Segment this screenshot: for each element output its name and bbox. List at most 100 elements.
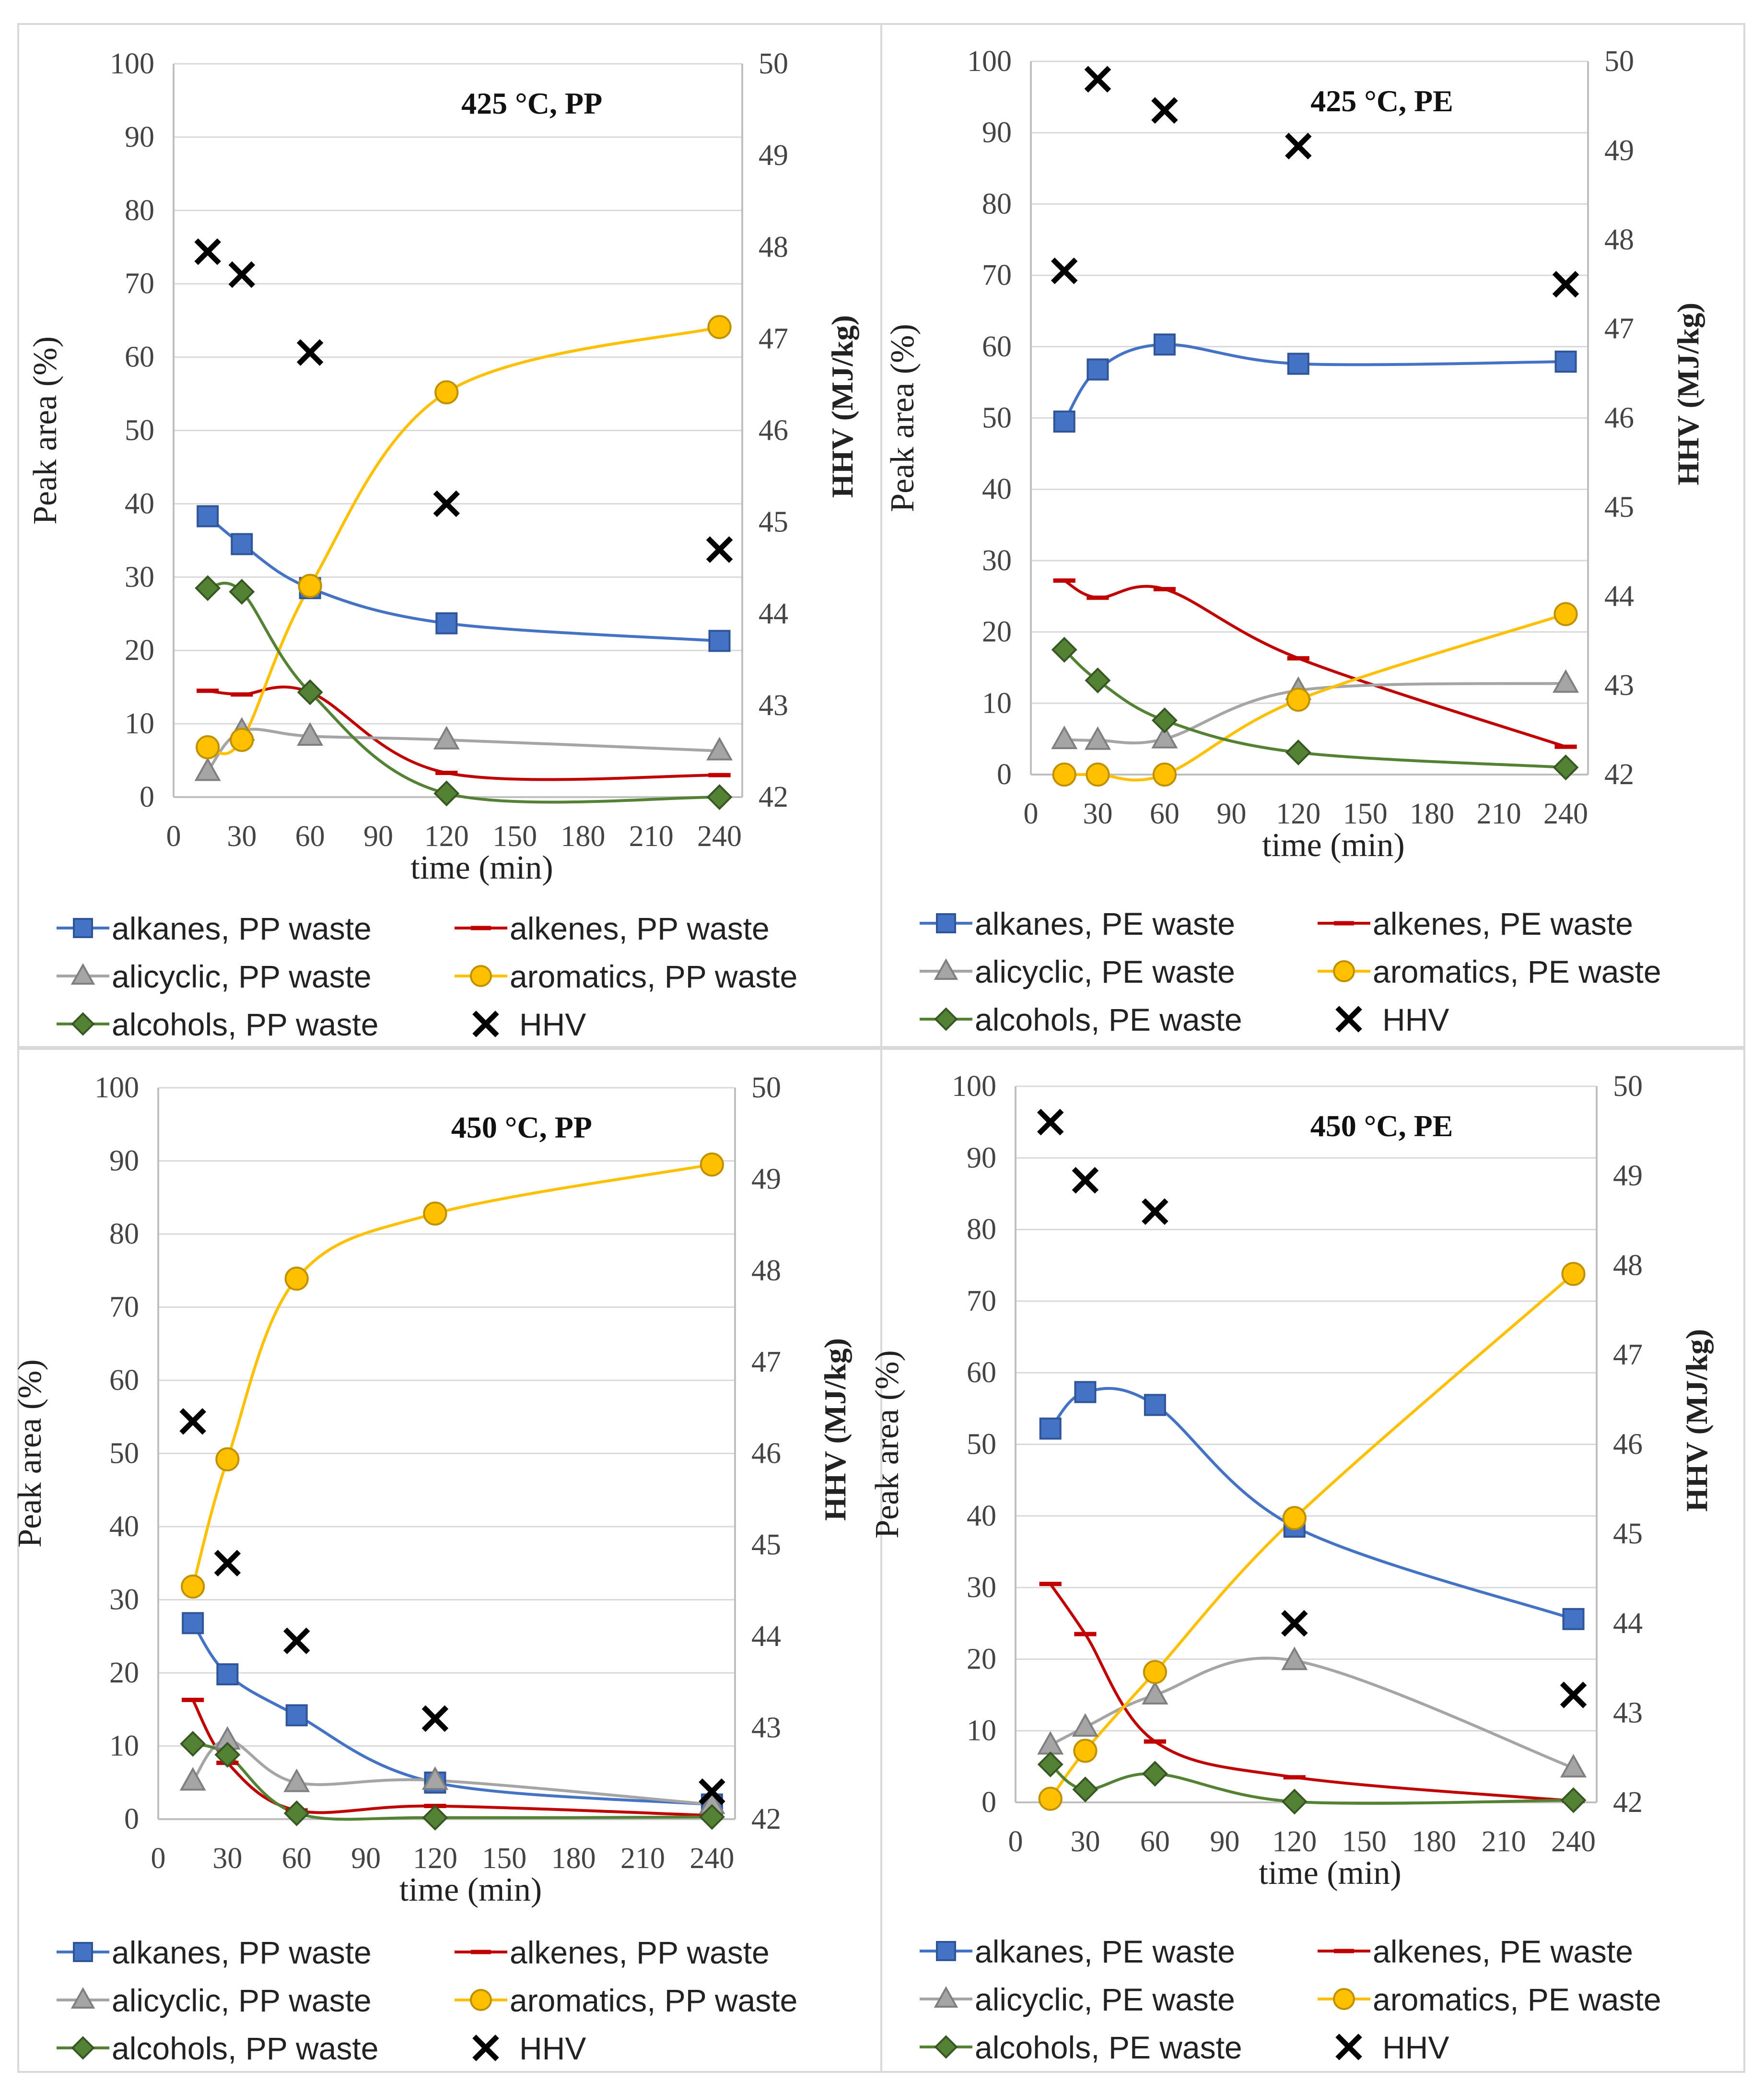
legend-item-hhv: HHV [472,2031,586,2066]
series-points-hhv [1037,1108,1587,1708]
data-point-alcohols-pp-waste [433,780,460,807]
y2-tick-label: 50 [1613,1070,1643,1103]
data-point-hhv [214,1550,241,1577]
data-point-hhv-stroke-b [1072,1167,1099,1194]
y-tick-label: 0 [140,781,154,813]
legend-item-hhv: HHV [472,1007,586,1042]
panel-title: 425 °C, PE [1310,84,1453,118]
y2-tick-label: 50 [759,47,788,80]
x-tick-label: 90 [1216,798,1246,830]
panel-title: 450 °C, PP [451,1110,592,1144]
y2-tick-label: 47 [1613,1339,1643,1371]
legend: alkanes, PE waste alkenes, PE waste alicyc… [920,906,1661,1037]
data-point-alkanes-pe-waste [1053,410,1075,433]
legend-marker [936,913,956,933]
y2-tick-label: 44 [759,598,788,630]
data-point-alkanes-pe-waste [1074,1381,1097,1403]
y-tick-label: 70 [125,268,154,300]
series-points-alkanes-pp-waste [197,505,731,652]
data-point-alkanes-pe-waste [1287,353,1309,375]
legend-marker [934,1986,958,2008]
legend-marker-stroke-b [472,1011,499,1037]
y-tick-label: 10 [125,707,154,740]
y2-tick-label: 42 [751,1803,781,1835]
data-point-aromatics-pe-waste [1086,762,1110,787]
data-point-alcohols-pe-waste [1285,739,1311,765]
legend-item-alkenes-pe-waste: alkenes, PE waste [1318,906,1633,941]
data-point-hhv [1072,1167,1099,1194]
x-tick-label: 90 [1210,1825,1239,1858]
legend-item-aromatics-pp-waste: aromatics, PP waste [455,959,797,994]
legend-item-alcohols-pe-waste: alcohols, PE waste [920,2030,1242,2065]
data-point-hhv-stroke-b [1084,66,1111,93]
y2-tick-label: 49 [1613,1160,1643,1192]
data-point-alkanes-pp-waste [231,533,253,555]
legend-label: HHV [519,2031,586,2066]
legend-marker [470,965,492,987]
legend-label: alkanes, PP waste [112,1935,372,1970]
series-points-aromatics-pe-waste [1052,602,1578,787]
series-points-hhv [179,1408,725,1805]
data-point-hhv-stroke-b [706,536,733,563]
legend-label: alkanes, PE waste [975,906,1235,941]
data-point-alcohols-pp-waste [195,575,221,601]
data-point-hhv-stroke-b [699,1778,725,1805]
x-tick-label: 210 [629,820,674,853]
data-point-aromatics-pe-waste [1282,1506,1307,1530]
data-point-alkanes-pp-waste [216,1663,239,1686]
legend-label: HHV [1382,1002,1449,1037]
y2-tick-label: 45 [1613,1517,1643,1550]
data-point-alkanes-pe-waste [1039,1417,1062,1440]
legend-marker-stroke-b [1335,2034,1362,2060]
y-tick-label: 10 [967,1715,996,1747]
data-point-alkanes-pp-waste [708,630,731,652]
data-point-aromatics-pp-waste [298,574,322,598]
y2-tick-label: 49 [759,139,788,172]
legend-label: alcohols, PE waste [975,1002,1242,1037]
data-point-aromatics-pp-waste [215,1447,240,1471]
data-point-alcohols-pe-waste [1072,1776,1098,1803]
legend-label: alkanes, PP waste [112,911,372,946]
legend-marker [73,1942,93,1962]
data-point-alkanes-pp-waste [285,1704,308,1727]
data-point-alcohols-pe-waste [1281,1788,1308,1815]
y2-tick-label: 43 [1613,1696,1643,1729]
data-point-alicyclic-pe-waste [1084,726,1111,750]
data-point-alcohols-pe-waste [1151,707,1178,733]
y-tick-label: 100 [110,47,154,80]
data-point-hhv [283,1627,310,1655]
data-point-hhv [296,339,324,366]
y2-tick-label: 48 [1613,1249,1643,1282]
data-point-aromatics-pp-waste [434,380,459,405]
y-tick-label: 0 [997,758,1012,791]
y2-tick-label: 42 [759,781,788,813]
data-point-aromatics-pp-waste [707,315,732,340]
data-point-hhv-stroke-b [1552,270,1579,298]
x-tick-label: 60 [1150,798,1180,830]
x-tick-label: 240 [1551,1825,1596,1858]
data-point-aromatics-pe-waste [1561,1262,1586,1286]
y2-tick-label: 50 [751,1071,781,1104]
data-point-hhv [1037,1108,1064,1136]
data-point-aromatics-pe-waste [1073,1739,1098,1763]
series-line-alkanes-pe-waste [1063,343,1566,423]
chart-panel-450-c-pe: 0 10 20 30 40 50 60 70 80 90 100 42 43 44 45 46 47 48 49 50… [869,1070,1714,2065]
x-tick-label: 60 [295,820,325,853]
x-tick-label: 210 [1482,1825,1526,1858]
legend-marker [1333,1988,1355,2010]
series-points-hhv [194,238,733,563]
legend-item-aromatics-pe-waste: aromatics, PE waste [1318,954,1661,989]
y-tick-label: 90 [967,1141,996,1174]
legend-marker [470,1989,492,2011]
legend-item-alkanes-pe-waste: alkanes, PE waste [920,906,1235,941]
y2-tick-label: 47 [751,1346,781,1378]
series-points-alcohols-pp-waste [180,1730,725,1831]
chart-panel-425-c-pe: 0 10 20 30 40 50 60 70 80 90 100 42 43 44 45 46 47 48 49 50… [884,45,1705,1037]
data-point-alkanes-pp-waste [197,505,219,528]
data-point-alicyclic-pe-waste [1037,1731,1064,1755]
x-tick-label: 150 [1343,798,1388,830]
data-point-hhv-stroke-b [1051,258,1078,284]
legend-item-hhv: HHV [1335,1002,1449,1037]
y2-tick-label: 47 [1604,313,1634,345]
legend-label: HHV [1382,2030,1449,2065]
